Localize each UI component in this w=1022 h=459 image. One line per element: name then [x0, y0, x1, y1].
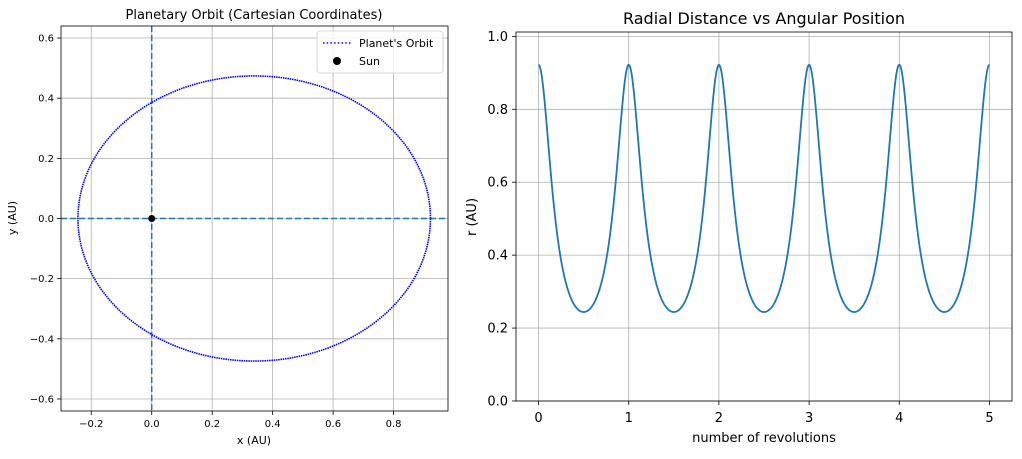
legend-orbit-label: Planet's Orbit: [359, 37, 434, 50]
legend-sun-marker: [333, 57, 341, 65]
orbit-x-tick-label: 0.0: [144, 419, 160, 430]
orbit-x-axis-label: x (AU): [237, 434, 271, 447]
radial-grid: [516, 32, 1012, 402]
radial-x-tick-label: 5: [985, 411, 993, 426]
orbit-ticks: −0.2 0.0 0.2 0.4 0.6 0.8 −0.6 −0.4 −0.2 0.0 0.2 0.4…: [30, 34, 402, 430]
radial-axes-frame: [515, 31, 1013, 402]
radial-distance-line: [538, 63, 990, 313]
orbit-y-tick-label: 0.4: [38, 94, 54, 105]
radial-y-tick-label: 0.8: [487, 103, 508, 118]
radial-ticks: 0 1 2 3 4 5 0.0 0.2 0.4 0.6 0.8 1.0: [487, 30, 993, 426]
radial-y-tick-label: 0.6: [487, 176, 508, 191]
orbit-chart: Planetary Orbit (Cartesian Coordinates) …: [6, 8, 449, 447]
orbit-plot-area: [61, 26, 448, 411]
radial-y-axis-label: r (AU): [465, 198, 480, 236]
legend-box: [316, 30, 444, 74]
radial-y-tick-label: 1.0: [487, 30, 508, 45]
orbit-y-tick-label: 0.2: [38, 154, 54, 165]
radial-chart-title: Radial Distance vs Angular Position: [623, 9, 905, 28]
orbit-x-tick-label: −0.2: [79, 419, 103, 430]
radial-x-axis-label: number of revolutions: [692, 431, 836, 446]
radial-y-tick-label: 0.2: [487, 322, 508, 337]
orbit-y-tick-label: 0.0: [38, 214, 54, 225]
orbit-legend: Planet's Orbit Sun: [316, 30, 444, 74]
orbit-y-tick-label: −0.6: [30, 394, 54, 405]
orbit-chart-title: Planetary Orbit (Cartesian Coordinates): [126, 8, 383, 23]
radial-y-tick-label: 0.0: [487, 395, 508, 410]
orbit-x-tick-label: 0.2: [204, 419, 220, 430]
orbit-x-tick-label: 0.6: [325, 419, 341, 430]
legend-sun-label: Sun: [359, 55, 380, 68]
radial-x-tick-label: 3: [805, 411, 813, 426]
orbit-y-axis-label: y (AU): [6, 201, 19, 235]
orbit-y-tick-label: −0.4: [30, 334, 54, 345]
radial-x-tick-label: 4: [895, 411, 903, 426]
radial-chart: Radial Distance vs Angular Position 0 1 2 3…: [465, 9, 1013, 446]
radial-x-tick-label: 2: [715, 411, 723, 426]
orbit-path: [77, 75, 432, 362]
radial-x-tick-label: 1: [625, 411, 633, 426]
radial-plot-area: [538, 63, 990, 313]
radial-x-tick-label: 0: [534, 411, 542, 426]
orbit-y-tick-label: 0.6: [38, 34, 54, 45]
sun-marker: [148, 215, 156, 222]
orbit-x-tick-label: 0.8: [386, 419, 402, 430]
radial-y-tick-label: 0.4: [487, 249, 508, 264]
orbit-y-tick-label: −0.2: [30, 274, 54, 285]
orbit-x-tick-label: 0.4: [265, 419, 281, 430]
